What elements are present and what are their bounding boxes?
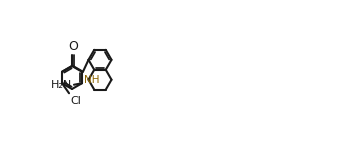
Text: NH: NH — [84, 75, 99, 85]
Text: H₂N: H₂N — [51, 80, 72, 90]
Text: Cl: Cl — [70, 96, 81, 106]
Text: O: O — [69, 40, 78, 53]
